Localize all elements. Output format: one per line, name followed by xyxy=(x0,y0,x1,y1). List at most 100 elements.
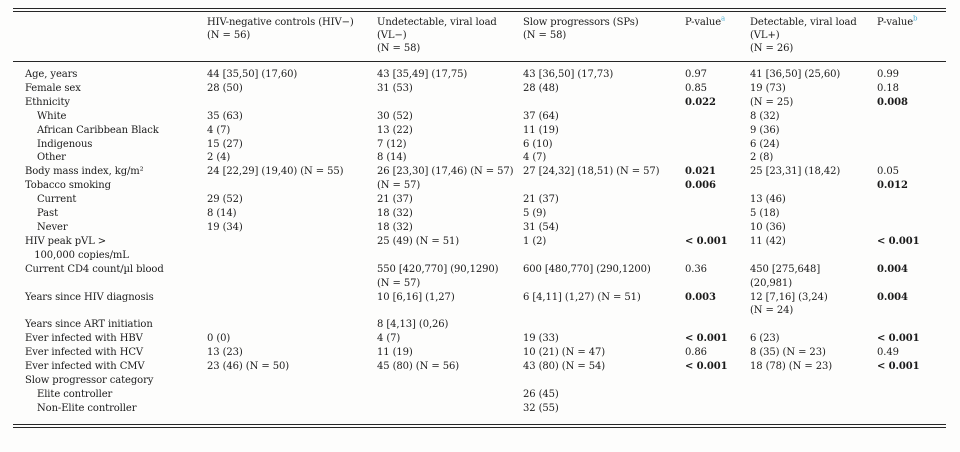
table-row: African Caribbean Black 4 (7) 13 (22) 11 (1… xyxy=(13,124,946,138)
table-row: Past 8 (14) 18 (32) 5 (9) 5 (18) xyxy=(13,207,946,221)
p-value-cell xyxy=(877,151,946,165)
data-cell: 4 (7) xyxy=(207,124,231,136)
column-header: Detectable, viral load (VL+) (N = 26) xyxy=(750,12,877,62)
data-cell: 24 [22,29] (19,40) (N = 55) xyxy=(207,166,344,178)
data-cell xyxy=(207,96,377,110)
data-cell xyxy=(207,318,377,332)
p-value-cell xyxy=(877,138,946,152)
row-label: Elite controller xyxy=(37,388,113,400)
p-value-cell xyxy=(685,138,750,152)
data-cell: 45 (80) (N = 56) xyxy=(377,361,460,373)
table-header: HIV-negative controls (HIV−) (N = 56) Und… xyxy=(13,12,946,62)
data-cell xyxy=(207,179,377,193)
data-cell: 10 (21) (N = 47) xyxy=(523,347,606,359)
data-cell: 13 (22) xyxy=(377,124,413,136)
data-cell: 5 (18) xyxy=(750,208,780,220)
data-cell xyxy=(207,291,377,319)
p-value-cell xyxy=(685,193,750,207)
data-cell: 35 (63) xyxy=(207,110,243,122)
data-cell: 8 (14) xyxy=(377,152,407,164)
table-row: Ever infected with HBV 0 (0) 4 (7) 19 (33) <… xyxy=(13,332,946,346)
table-row: Ethnicity 0.022 (N = 25) 0.008 xyxy=(13,96,946,110)
table-row: Female sex 28 (50) 31 (53) 28 (48) 0.85 19 (7… xyxy=(13,82,946,96)
row-label: Slow progressor category xyxy=(25,374,154,386)
data-cell: 10 [6,16] (1,27) xyxy=(377,291,455,303)
data-cell: 13 (23) xyxy=(207,347,243,359)
row-label: Ever infected with HBV xyxy=(25,333,143,345)
baseline-characteristics-table: HIV-negative controls (HIV−) (N = 56) Und… xyxy=(13,12,946,424)
footnote-marker-a-icon: a xyxy=(721,14,726,23)
data-cell xyxy=(523,179,685,193)
p-value-cell: < 0.001 xyxy=(685,361,728,373)
data-cell: 2 (4) xyxy=(207,152,231,164)
data-cell: 2 (8) xyxy=(750,152,774,164)
data-cell: 25 (49) (N = 51) xyxy=(377,235,460,247)
data-cell: 10 (36) xyxy=(750,221,786,233)
data-cell: 28 (48) xyxy=(523,82,559,94)
column-header: Undetectable, viral load (VL−) (N = 58) xyxy=(377,12,523,62)
data-cell: 12 [7,16] (3,24) (N = 24) xyxy=(750,291,828,317)
table-row: Slow progressor category xyxy=(13,374,946,388)
data-cell: 11 (19) xyxy=(377,347,413,359)
p-value-cell: 0.004 xyxy=(877,263,908,275)
data-cell: 9 (36) xyxy=(750,124,780,136)
data-cell: 31 (53) xyxy=(377,82,413,94)
row-label: Never xyxy=(37,221,68,233)
row-label: Years since HIV diagnosis xyxy=(25,291,154,303)
data-cell: 28 (50) xyxy=(207,82,243,94)
data-cell: (N = 57) xyxy=(377,180,421,192)
p-value-cell: < 0.001 xyxy=(877,235,920,247)
data-cell xyxy=(377,388,523,402)
data-cell xyxy=(207,263,377,291)
row-label: Body mass index, kg/m² xyxy=(25,166,144,178)
data-cell: 1 (2) xyxy=(523,235,547,247)
data-cell: 8 (35) (N = 23) xyxy=(750,347,826,359)
row-label: Current CD4 count/µl blood xyxy=(25,263,164,275)
p-value-cell xyxy=(685,318,750,332)
p-value-cell: < 0.001 xyxy=(685,235,728,247)
p-value-cell xyxy=(877,402,946,424)
table-row: Body mass index, kg/m² 24 [22,29] (19,40)… xyxy=(13,165,946,179)
data-cell: 31 (54) xyxy=(523,221,559,233)
p-value-cell xyxy=(877,318,946,332)
data-cell xyxy=(377,96,523,110)
data-cell: 7 (12) xyxy=(377,138,407,150)
column-header: P-valuea xyxy=(685,12,750,62)
p-value-cell: 0.97 xyxy=(685,69,707,80)
data-cell: 26 [23,30] (17,46) (N = 57) xyxy=(377,166,514,178)
table-row: HIV peak pVL > 100,000 copies/mL 25 (49) … xyxy=(13,235,946,263)
table-row: Years since ART initiation 8 [4,13] (0,26… xyxy=(13,318,946,332)
data-cell: 43 [36,50] (17,73) xyxy=(523,69,614,80)
row-label: Female sex xyxy=(25,82,81,94)
p-value-cell: 0.85 xyxy=(685,82,707,94)
data-cell xyxy=(377,374,523,388)
p-value-cell: 0.004 xyxy=(877,291,908,303)
data-cell xyxy=(523,96,685,110)
p-value-cell: 0.022 xyxy=(685,96,716,108)
data-cell: 29 (52) xyxy=(207,194,243,206)
data-cell: (N = 25) xyxy=(750,96,794,108)
table-row: Current 29 (52) 21 (37) 21 (37) 13 (46) xyxy=(13,193,946,207)
table-row: Ever infected with CMV 23 (46) (N = 50) 45… xyxy=(13,360,946,374)
table-row: Tobacco smoking (N = 57) 0.006 0.012 xyxy=(13,179,946,193)
table-row: Other 2 (4) 8 (14) 4 (7) 2 (8) xyxy=(13,151,946,165)
data-cell xyxy=(750,388,877,402)
data-cell: 11 (42) xyxy=(750,235,786,247)
p-value-cell: 0.49 xyxy=(877,347,899,359)
row-label: Indigenous xyxy=(37,138,93,150)
data-cell xyxy=(207,374,377,388)
p-value-cell: 0.05 xyxy=(877,166,899,178)
data-cell: 21 (37) xyxy=(523,194,559,206)
data-cell xyxy=(750,179,877,193)
row-label: Ever infected with HCV xyxy=(25,347,143,359)
data-cell: 25 [23,31] (18,42) xyxy=(750,166,841,178)
row-label: HIV peak pVL > 100,000 copies/mL xyxy=(25,235,129,261)
data-cell: 43 [35,49] (17,75) xyxy=(377,69,468,80)
p-value-cell: 0.021 xyxy=(685,166,716,178)
table-row: Ever infected with HCV 13 (23) 11 (19) 10 (… xyxy=(13,346,946,360)
data-cell: 18 (32) xyxy=(377,208,413,220)
data-cell: 11 (19) xyxy=(523,124,559,136)
p-value-cell xyxy=(685,402,750,424)
p-value-cell: < 0.001 xyxy=(685,333,728,345)
data-cell: 41 [36,50] (25,60) xyxy=(750,69,841,80)
